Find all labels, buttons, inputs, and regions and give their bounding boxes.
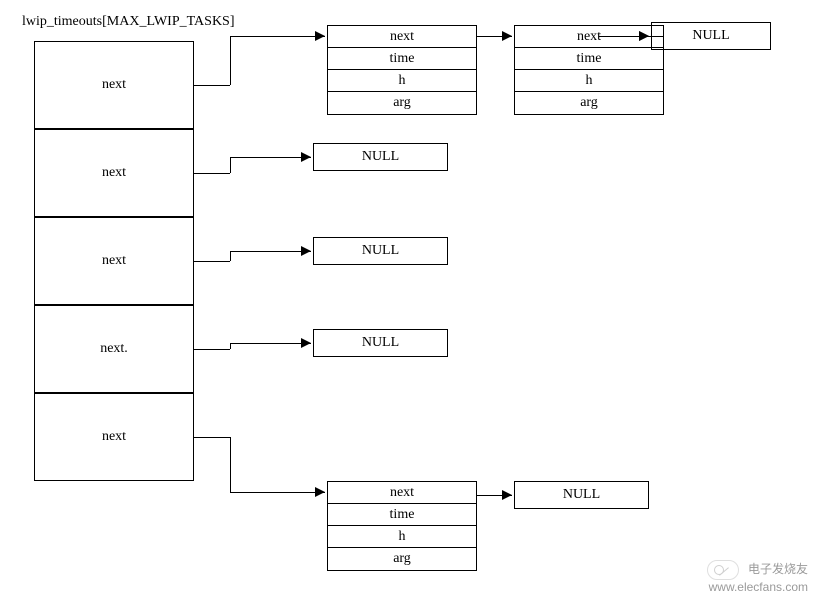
null-node: NULL bbox=[313, 237, 448, 265]
arrow-head-icon bbox=[502, 490, 512, 500]
array-cell: next. bbox=[34, 305, 194, 393]
struct-node: nexttimeharg bbox=[327, 25, 477, 115]
array-cell: next bbox=[34, 217, 194, 305]
watermark-text-1: 电子发烧友 bbox=[748, 563, 808, 577]
array-cell: next bbox=[34, 393, 194, 481]
struct-node: nexttimeharg bbox=[327, 481, 477, 571]
arrow-head-icon bbox=[639, 31, 649, 41]
array-cell: next bbox=[34, 41, 194, 129]
arrow-head-icon bbox=[301, 246, 311, 256]
struct-field: arg bbox=[328, 548, 476, 570]
struct-field: time bbox=[328, 504, 476, 526]
watermark-icon bbox=[707, 560, 739, 580]
struct-field: arg bbox=[328, 92, 476, 114]
null-node: NULL bbox=[651, 22, 771, 50]
struct-field: h bbox=[328, 70, 476, 92]
struct-field: next bbox=[328, 482, 476, 504]
arrow-head-icon bbox=[301, 338, 311, 348]
arrow-head-icon bbox=[502, 31, 512, 41]
arrow-head-icon bbox=[301, 152, 311, 162]
watermark-text-2: www.elecfans.com bbox=[709, 580, 808, 594]
array-cell: next bbox=[34, 129, 194, 217]
struct-field: time bbox=[328, 48, 476, 70]
null-node: NULL bbox=[313, 143, 448, 171]
struct-field: next bbox=[328, 26, 476, 48]
arrow-head-icon bbox=[315, 31, 325, 41]
struct-field: h bbox=[515, 70, 663, 92]
diagram-title: lwip_timeouts[MAX_LWIP_TASKS] bbox=[22, 14, 235, 30]
watermark: 电子发烧友 www.elecfans.com bbox=[707, 560, 808, 596]
struct-field: time bbox=[515, 48, 663, 70]
struct-field: arg bbox=[515, 92, 663, 114]
arrow-head-icon bbox=[315, 487, 325, 497]
null-node: NULL bbox=[313, 329, 448, 357]
null-node: NULL bbox=[514, 481, 649, 509]
struct-field: h bbox=[328, 526, 476, 548]
